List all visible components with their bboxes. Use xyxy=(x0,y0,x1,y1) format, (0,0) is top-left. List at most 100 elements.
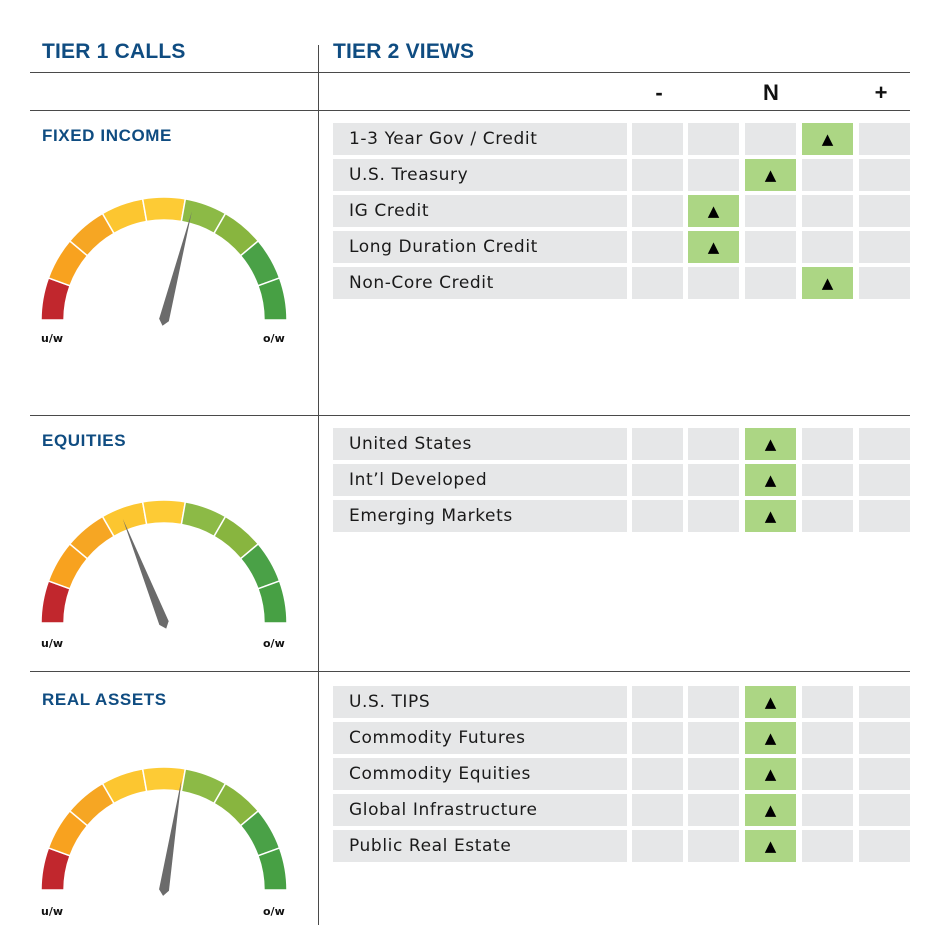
view-marker-cell xyxy=(802,123,853,155)
scale-cell xyxy=(688,794,739,826)
equities-gauge xyxy=(40,499,288,629)
scale-cell xyxy=(802,159,853,191)
scale-cell xyxy=(859,195,910,227)
real-assets-gauge xyxy=(40,766,288,896)
gauge-needle xyxy=(159,211,192,326)
scale-cell xyxy=(688,464,739,496)
view-marker-cell xyxy=(745,159,796,191)
scale-cell xyxy=(688,123,739,155)
scale-cell xyxy=(859,794,910,826)
scale-cell xyxy=(859,159,910,191)
scale-cell xyxy=(688,500,739,532)
view-row-label: Long Duration Credit xyxy=(333,231,627,263)
scale-cell xyxy=(859,722,910,754)
section-divider-1 xyxy=(30,415,910,416)
fixed-income-gauge-ow-label: o/w xyxy=(263,332,285,345)
view-marker-cell xyxy=(802,267,853,299)
section-divider-2 xyxy=(30,671,910,672)
real-assets-gauge-ow-label: o/w xyxy=(263,905,285,918)
scale-cell xyxy=(688,159,739,191)
scale-label-overweight: + xyxy=(874,80,888,105)
scale-cell xyxy=(859,428,910,460)
scale-label-neutral: N xyxy=(763,80,779,105)
scale-label-underweight: - xyxy=(655,80,663,105)
scale-cell xyxy=(859,464,910,496)
gauge-needle xyxy=(159,779,182,896)
view-marker-cell xyxy=(745,464,796,496)
view-marker-cell xyxy=(745,428,796,460)
real-assets-gauge-uw-label: u/w xyxy=(41,905,64,918)
scale-cell xyxy=(745,195,796,227)
scale-cell xyxy=(859,231,910,263)
fixed-income-gauge xyxy=(40,196,288,326)
section-title-equities: EQUITIES xyxy=(42,431,127,450)
tier2-header: TIER 2 VIEWS xyxy=(333,40,475,63)
view-marker-cell xyxy=(745,500,796,532)
scale-cell xyxy=(802,195,853,227)
scale-cell xyxy=(632,722,683,754)
scale-cell xyxy=(632,686,683,718)
view-row-label: Commodity Equities xyxy=(333,758,627,790)
scale-cell xyxy=(859,758,910,790)
scale-cell xyxy=(802,830,853,862)
view-row-label: U.S. TIPS xyxy=(333,686,627,718)
view-marker-cell xyxy=(745,758,796,790)
scale-cell xyxy=(802,500,853,532)
scale-cell xyxy=(859,500,910,532)
gauge-segment xyxy=(141,766,187,793)
scale-cell xyxy=(745,231,796,263)
fixed-income-gauge-uw-label: u/w xyxy=(41,332,64,345)
view-row-label: Commodity Futures xyxy=(333,722,627,754)
scale-cell xyxy=(802,428,853,460)
view-row-label: IG Credit xyxy=(333,195,627,227)
view-row-label: Public Real Estate xyxy=(333,830,627,862)
view-row-label: 1-3 Year Gov / Credit xyxy=(333,123,627,155)
scale-cell xyxy=(688,267,739,299)
view-row-label: U.S. Treasury xyxy=(333,159,627,191)
scale-cell xyxy=(802,758,853,790)
scale-cell xyxy=(688,722,739,754)
scale-cell xyxy=(688,686,739,718)
tier1-header: TIER 1 CALLS xyxy=(42,40,186,63)
scale-cell xyxy=(632,231,683,263)
scale-cell xyxy=(859,830,910,862)
gauge-segment xyxy=(141,499,187,526)
gauge-segment xyxy=(257,276,288,321)
scale-cell xyxy=(802,231,853,263)
scale-cell xyxy=(745,267,796,299)
column-divider xyxy=(318,45,319,925)
scale-cell xyxy=(745,123,796,155)
scale-cell xyxy=(859,267,910,299)
scale-cell xyxy=(859,686,910,718)
section-title-real-assets: REAL ASSETS xyxy=(42,690,167,709)
view-row-label: United States xyxy=(333,428,627,460)
view-row-label: Int’l Developed xyxy=(333,464,627,496)
gauge-needle xyxy=(122,518,169,629)
scale-cell xyxy=(632,500,683,532)
scale-cell xyxy=(688,428,739,460)
scale-cell xyxy=(802,722,853,754)
scale-cell xyxy=(632,159,683,191)
scale-cell xyxy=(632,195,683,227)
gauge-segment xyxy=(257,846,288,891)
scale-cell xyxy=(802,686,853,718)
gauge-segment xyxy=(141,196,187,223)
scale-cell xyxy=(688,758,739,790)
view-row-label: Global Infrastructure xyxy=(333,794,627,826)
scale-cell xyxy=(632,428,683,460)
gauge-segment xyxy=(257,579,288,624)
scale-cell xyxy=(632,794,683,826)
equities-gauge-uw-label: u/w xyxy=(41,637,64,650)
scale-cell xyxy=(632,464,683,496)
view-row-label: Non-Core Credit xyxy=(333,267,627,299)
view-marker-cell xyxy=(745,686,796,718)
scale-cell xyxy=(688,830,739,862)
view-marker-cell xyxy=(688,195,739,227)
view-marker-cell xyxy=(745,794,796,826)
scale-cell xyxy=(632,267,683,299)
view-marker-cell xyxy=(688,231,739,263)
scale-cell xyxy=(632,758,683,790)
scale-cell xyxy=(632,830,683,862)
equities-gauge-ow-label: o/w xyxy=(263,637,285,650)
view-row-label: Emerging Markets xyxy=(333,500,627,532)
